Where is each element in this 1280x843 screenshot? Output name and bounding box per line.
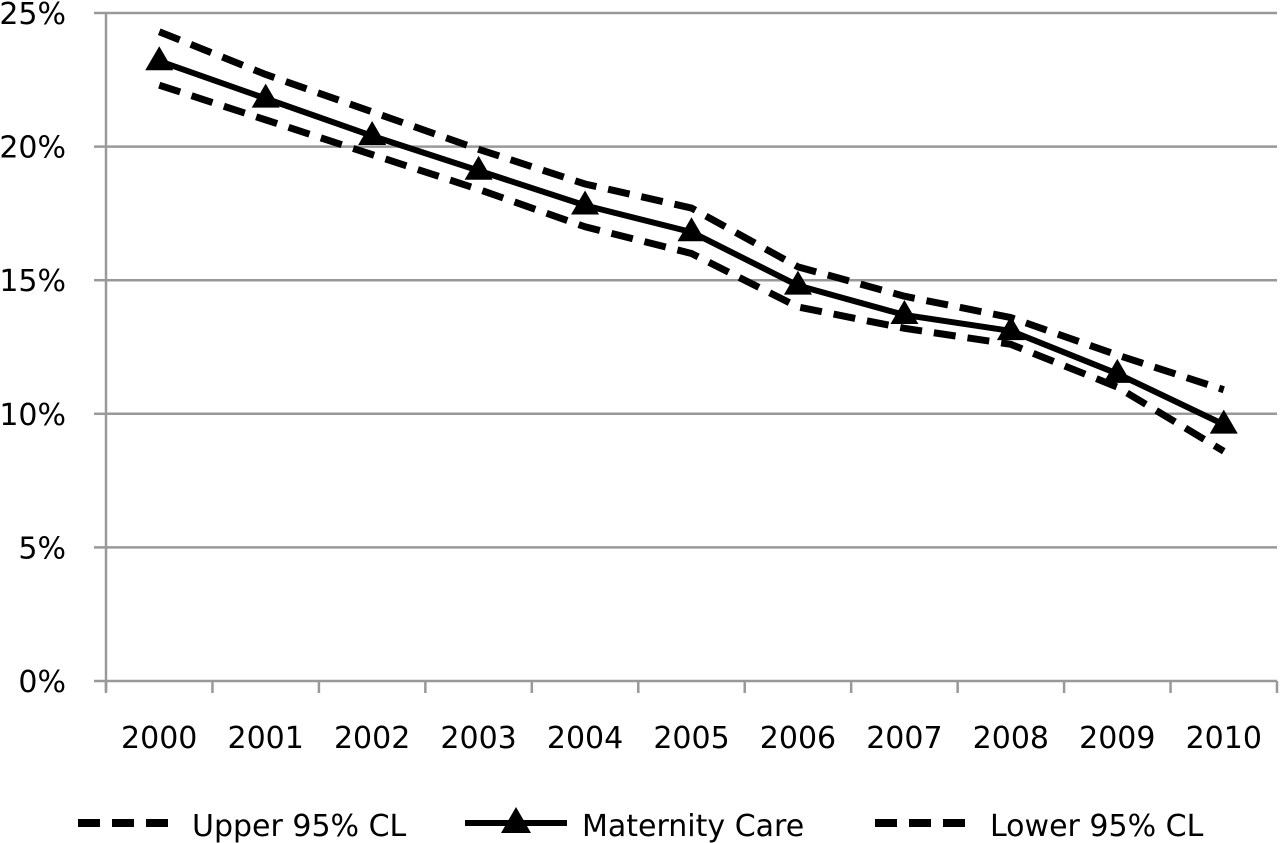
data-point-maternity-care (464, 155, 493, 180)
series-line-upper-95-cl (157, 28, 1225, 394)
legend-label: Upper 95% CL (192, 809, 407, 843)
x-tick-label: 2007 (866, 721, 942, 756)
legend-label: Maternity Care (582, 809, 804, 843)
x-tick-label: 2010 (1186, 721, 1262, 756)
y-tick-label: 10% (0, 398, 66, 433)
grid-layer (106, 11, 1277, 549)
x-tick-label: 2008 (973, 721, 1049, 756)
data-point-maternity-care (571, 190, 600, 215)
legend-marker-maternity-care (501, 807, 531, 833)
x-tick-label: 2005 (653, 721, 729, 756)
axis-layer: 0% 5% 10% 15% 20% 25% 2000 2001 2002 2003 2004 2005… (0, 0, 1279, 756)
legend: Upper 95% CL Maternity Care Lower 95% CL (78, 807, 1204, 843)
data-point-maternity-care (358, 121, 387, 146)
data-point-maternity-care (677, 217, 706, 242)
data-point-maternity-care (1209, 409, 1238, 434)
x-tick-label: 2000 (121, 721, 197, 756)
legend-label: Lower 95% CL (990, 809, 1204, 843)
x-tick-label: 2009 (1079, 721, 1155, 756)
y-tick-label: 5% (18, 531, 66, 566)
data-point-maternity-care (145, 46, 174, 71)
legend-item-maternity-care: Maternity Care (465, 807, 804, 843)
x-tick-label: 2003 (440, 721, 516, 756)
y-tick-label: 25% (0, 0, 66, 32)
legend-item-upper-95-cl: Upper 95% CL (78, 809, 407, 843)
data-point-maternity-care (251, 83, 280, 108)
y-tick-label: 15% (0, 264, 66, 299)
x-tick-label: 2004 (547, 721, 623, 756)
y-tick-label: 0% (18, 665, 66, 700)
x-tick-label: 2002 (334, 721, 410, 756)
series-layer (145, 28, 1238, 455)
data-point-maternity-care (1103, 358, 1132, 383)
data-point-maternity-care (783, 270, 812, 295)
legend-item-lower-95-cl: Lower 95% CL (875, 809, 1204, 843)
data-point-maternity-care (996, 316, 1025, 341)
data-point-maternity-care (890, 300, 919, 325)
series-line-maternity-care (158, 58, 1226, 428)
y-tick-label: 20% (0, 131, 66, 166)
series-line-lower-95-cl (158, 81, 1226, 455)
x-tick-label: 2006 (760, 721, 836, 756)
x-tick-label: 2001 (228, 721, 304, 756)
